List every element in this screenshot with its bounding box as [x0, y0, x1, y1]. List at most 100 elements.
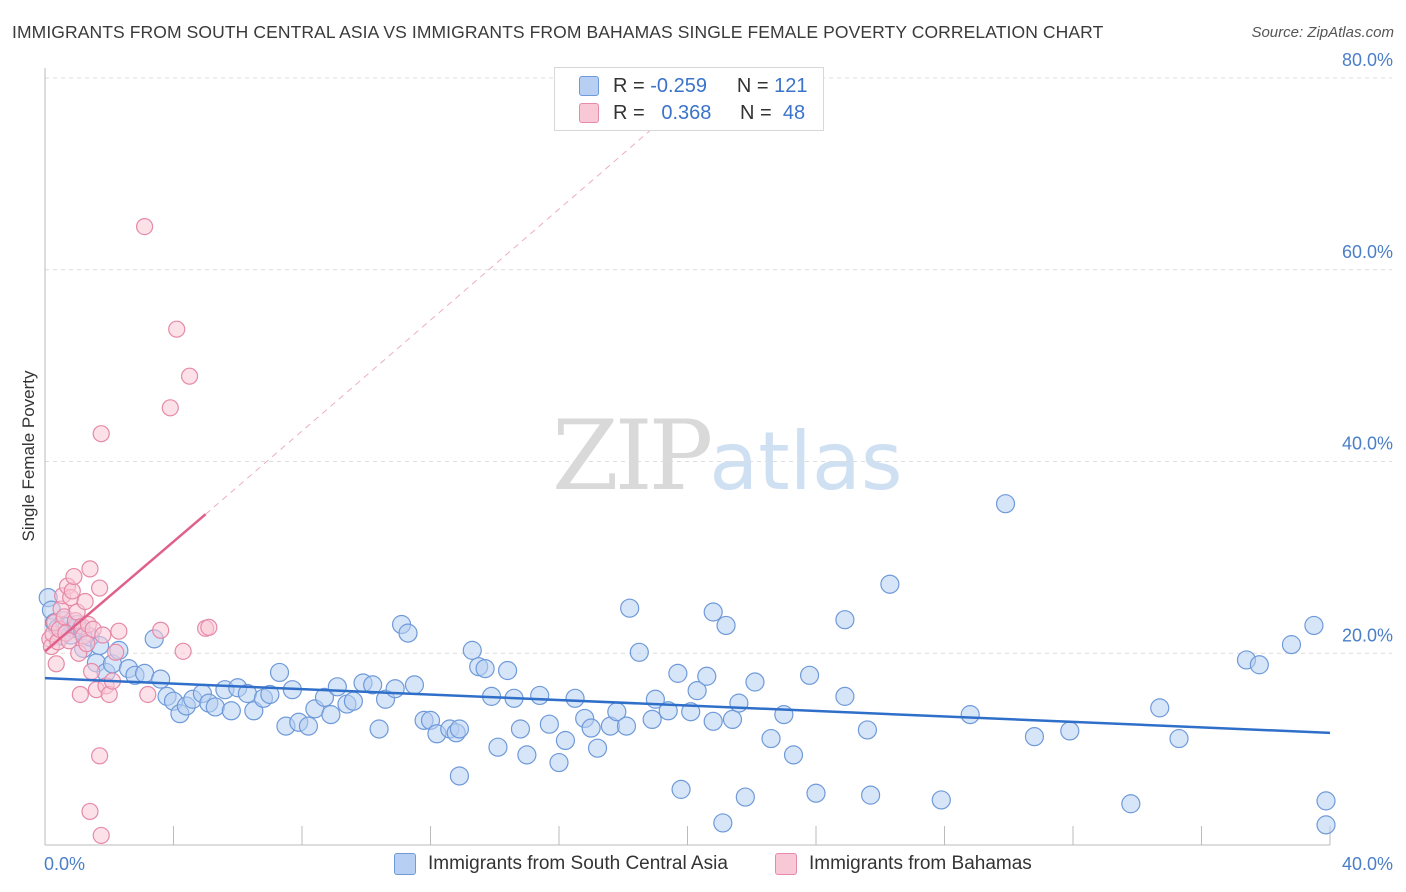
point-blue-73	[530, 685, 550, 706]
point-pink-34	[107, 643, 125, 661]
x-tick-label-0: 0.0%	[44, 854, 85, 874]
point-blue-79	[581, 718, 601, 738]
point-blue-104	[783, 745, 804, 765]
point-blue-93	[697, 666, 717, 686]
point-pink-43	[161, 399, 179, 417]
point-blue-96	[713, 813, 733, 833]
point-blue-114	[995, 494, 1016, 514]
point-blue-115	[1024, 727, 1045, 747]
point-blue-99	[729, 693, 749, 713]
legend-r-label-blue: R =	[613, 74, 645, 97]
point-blue-42	[298, 716, 319, 736]
point-blue-118	[1150, 698, 1170, 718]
point-pink-25	[81, 560, 99, 578]
point-blue-86	[642, 709, 662, 730]
point-blue-106	[806, 783, 826, 803]
point-blue-92	[687, 681, 707, 701]
legend-n-label-pink: N =	[740, 101, 772, 124]
grid-lines	[45, 77, 1392, 654]
y-tick-label-40: 40.0%	[1342, 434, 1393, 454]
point-blue-83	[616, 716, 637, 736]
axes	[44, 68, 1331, 846]
chart-title: IMMIGRANTS FROM SOUTH CENTRAL ASIA VS IM…	[12, 22, 1104, 42]
point-blue-37	[260, 684, 280, 705]
point-blue-125	[1316, 815, 1336, 835]
point-blue-109	[857, 720, 878, 740]
point-blue-50	[363, 675, 383, 695]
legend-swatch-blue	[579, 76, 599, 96]
point-blue-111	[880, 574, 900, 594]
point-blue-94	[703, 711, 723, 731]
point-blue-75	[549, 752, 569, 773]
point-blue-62	[449, 766, 470, 786]
point-blue-107	[835, 686, 855, 706]
point-pink-45	[174, 642, 192, 660]
point-blue-55	[398, 623, 418, 643]
y-axis-label: Single Female Poverty	[19, 370, 38, 542]
legend-n-value-pink: 48	[782, 101, 806, 124]
point-blue-95	[703, 602, 723, 622]
point-blue-64	[462, 640, 482, 660]
point-blue-56	[404, 675, 425, 695]
point-pink-48	[200, 618, 218, 636]
point-blue-119	[1169, 728, 1189, 749]
legend-swatch-pink	[579, 103, 599, 123]
point-pink-4	[47, 655, 65, 673]
point-blue-85	[629, 642, 649, 662]
point-pink-44	[168, 320, 186, 338]
bottom-legend-swatch-blue	[394, 853, 416, 875]
tick-labels: 20.0% 40.0% 60.0% 80.0% 0.0% 40.0% Single Fema…	[19, 50, 1393, 874]
point-blue-100	[735, 787, 755, 807]
point-blue-90	[671, 779, 691, 799]
point-pink-22	[76, 592, 94, 611]
trend-line-pink-extended	[205, 125, 656, 515]
point-blue-68	[488, 737, 508, 757]
legend-n-label-blue: N =	[736, 74, 769, 97]
point-blue-63	[449, 719, 470, 739]
legend-r-value-blue: -0.259	[650, 74, 707, 97]
point-pink-40	[135, 218, 154, 236]
legend-r-label-pink: R =	[613, 101, 645, 124]
y-tick-label-80: 80.0%	[1342, 50, 1393, 70]
point-pink-36	[81, 802, 99, 821]
bottom-legend-pink: Immigrants from Bahamas	[775, 851, 1032, 877]
series-south-central-asia	[38, 494, 1336, 835]
point-blue-117	[1121, 794, 1141, 814]
trend-line-pink	[44, 513, 207, 653]
point-blue-53	[385, 679, 405, 699]
point-blue-101	[745, 672, 765, 692]
point-pink-15	[65, 567, 83, 586]
x-tick-label-40: 40.0%	[1342, 854, 1393, 874]
point-blue-69	[498, 660, 518, 681]
point-pink-41	[139, 685, 157, 704]
point-pink-26	[82, 662, 101, 681]
point-blue-97	[716, 615, 736, 636]
point-blue-51	[369, 719, 389, 739]
point-blue-76	[555, 730, 576, 751]
point-blue-74	[539, 714, 559, 734]
y-tick-label-60: 60.0%	[1342, 242, 1393, 262]
bottom-legend-swatch-pink	[775, 853, 797, 875]
legend-r-value-pink: 0.368	[661, 101, 712, 124]
y-tick-label-20: 20.0%	[1342, 625, 1393, 645]
point-blue-66	[475, 658, 495, 679]
point-pink-30	[94, 626, 112, 644]
point-blue-80	[587, 738, 608, 758]
bottom-legend-label-blue: Immigrants from South Central Asia	[428, 853, 728, 874]
point-blue-116	[1060, 721, 1080, 741]
point-pink-42	[152, 621, 170, 639]
point-blue-32	[221, 701, 241, 721]
point-blue-22	[151, 669, 171, 689]
point-blue-108	[835, 610, 855, 630]
correlation-legend: R = -0.259 N = 121 R = 0.368 N = 48	[554, 67, 824, 131]
point-pink-23	[78, 635, 96, 653]
point-blue-88	[658, 701, 678, 721]
point-blue-46	[327, 677, 347, 697]
legend-row-blue: R = -0.259 N = 121	[579, 73, 808, 99]
point-blue-72	[517, 745, 537, 765]
point-blue-44	[314, 687, 335, 707]
source-label: Source: ZipAtlas.com	[1251, 24, 1394, 41]
point-blue-113	[960, 705, 980, 725]
point-pink-14	[63, 582, 81, 600]
